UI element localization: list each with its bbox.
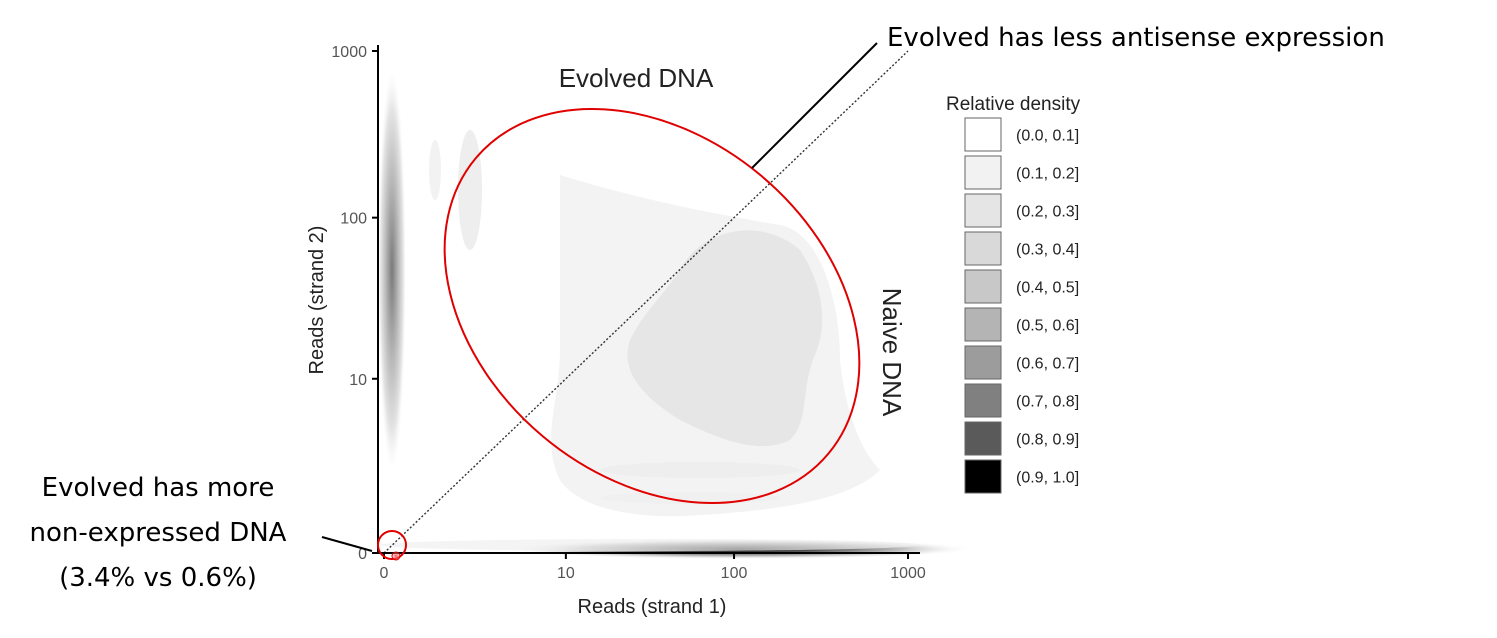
legend-items: (0.0, 0.1] (0.1, 0.2] (0.2, 0.3] (0.3, 0.4]… <box>964 117 1079 494</box>
density-band-left <box>378 70 406 470</box>
x-tick-label: 1000 <box>890 565 926 582</box>
density-band-lower <box>600 462 800 478</box>
legend-swatch <box>964 269 1002 304</box>
y-axis-title: Reads (strand 2) <box>306 226 328 375</box>
y-axis-ticks: 0 10 100 1000 <box>331 44 378 563</box>
y-tick-label: 100 <box>340 211 367 228</box>
antisense-callout-pointer <box>751 42 878 169</box>
density-band-bottom-faint <box>380 539 920 551</box>
axes: 0 10 100 1000 0 10 100 1000 <box>331 44 925 582</box>
legend-swatch <box>964 193 1002 228</box>
legend-label: (0.2, 0.3] <box>1016 204 1079 221</box>
density-spot-upper <box>458 130 482 250</box>
legend-swatch <box>964 345 1002 380</box>
legend-swatch <box>964 421 1002 456</box>
legend-swatch <box>964 117 1002 152</box>
legend-swatch <box>964 155 1002 190</box>
y-tick-label: 0 <box>358 546 367 563</box>
naive-dna-label: Naive DNA <box>877 288 907 417</box>
evolved-region-ellipse <box>443 107 861 505</box>
non-expressed-callout-pointer <box>321 536 373 552</box>
y-tick-label: 10 <box>349 372 367 389</box>
legend-swatch <box>964 459 1002 494</box>
density-contours <box>378 70 970 559</box>
x-axis-title: Reads (strand 1) <box>578 596 727 618</box>
legend-label: (0.1, 0.2] <box>1016 166 1079 183</box>
antisense-callout-text: Evolved has less antisense expression <box>887 23 1385 53</box>
x-tick-label: 100 <box>721 565 748 582</box>
legend-label: (0.3, 0.4] <box>1016 242 1079 259</box>
non-expressed-callout-line-2: non-expressed DNA <box>30 518 287 548</box>
origin-highlight-dot <box>391 551 401 561</box>
y-tick-label: 1000 <box>331 44 367 61</box>
non-expressed-callout-line-3: (3.4% vs 0.6%) <box>59 563 257 593</box>
identity-diagonal-line <box>383 50 909 554</box>
x-axis-ticks: 0 10 100 1000 <box>380 553 926 582</box>
non-expressed-callout-line-1: Evolved has more <box>42 473 275 503</box>
x-tick-label: 0 <box>380 565 389 582</box>
legend: Relative density (0.0, 0.1](0.1, 0.2](0.… <box>946 94 1081 494</box>
x-tick-label: 10 <box>557 565 575 582</box>
evolved-dna-label: Evolved DNA <box>559 63 714 93</box>
legend-swatch <box>964 307 1002 342</box>
legend-title: Relative density <box>946 94 1081 115</box>
legend-swatch <box>964 383 1002 418</box>
legend-label: (0.7, 0.8] <box>1016 394 1079 411</box>
legend-label: (0.8, 0.9] <box>1016 432 1079 449</box>
legend-label: (0.5, 0.6] <box>1016 318 1079 335</box>
legend-label: (0.4, 0.5] <box>1016 280 1079 297</box>
origin-highlight-circle <box>377 530 407 560</box>
density-region-core <box>627 230 823 447</box>
legend-label: (0.0, 0.1] <box>1016 128 1079 145</box>
density-spot-upper-2 <box>429 140 441 200</box>
legend-label: (0.9, 1.0] <box>1016 470 1079 487</box>
legend-label: (0.6, 0.7] <box>1016 356 1079 373</box>
legend-swatch <box>964 231 1002 266</box>
